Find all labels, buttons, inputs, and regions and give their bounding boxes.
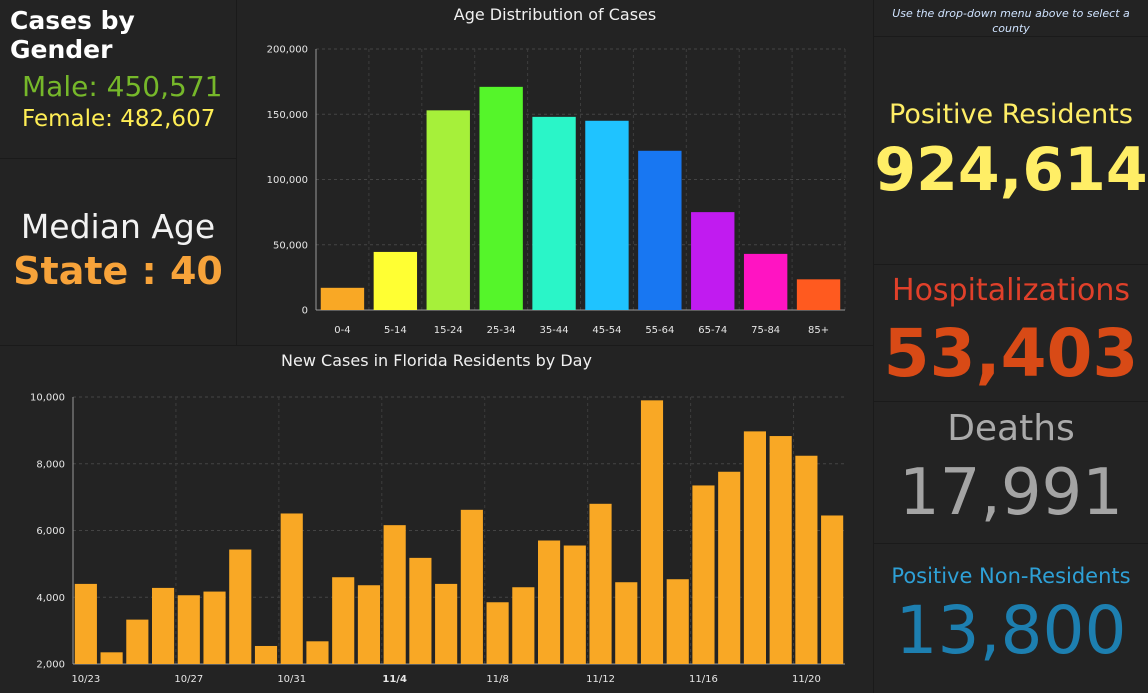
hospitalizations-value: 53,403: [883, 315, 1139, 392]
x-tick-label: 11/12: [586, 674, 615, 685]
bar: [479, 86, 523, 310]
x-tick-label: 35-44: [540, 325, 569, 336]
bar: [563, 545, 586, 664]
bar: [409, 557, 432, 664]
age-chart-title: Age Distribution of Cases: [453, 5, 657, 24]
daily-cases-chart: 2,000 4,000 6,000 8,000 10,000 10/23 10/27 10/3…: [30, 393, 845, 685]
y-tick-label: 200,000: [267, 45, 308, 56]
bar: [435, 583, 458, 664]
bar: [585, 120, 629, 311]
deaths-label: Deaths: [947, 408, 1075, 449]
median-age-title: Median Age: [20, 207, 216, 246]
y-tick-label: 2,000: [36, 660, 65, 671]
x-tick-label: 10/27: [174, 674, 203, 685]
x-tick-label: 11/4: [382, 674, 407, 685]
bar: [589, 503, 612, 664]
x-tick-label: 10/31: [277, 674, 306, 685]
bar: [383, 525, 406, 664]
bar: [691, 212, 735, 310]
deaths-panel: Deaths 17,991: [874, 402, 1148, 543]
y-tick-label: 4,000: [36, 593, 65, 604]
x-tick-label: 10/23: [71, 674, 100, 685]
bar: [743, 253, 788, 310]
bar: [666, 579, 689, 664]
county-hint-text: Use the drop-down menu above to select a…: [892, 7, 1130, 35]
bar: [254, 645, 278, 664]
daily-chart-title: New Cases in Florida Residents by Day: [281, 351, 592, 370]
bar: [152, 587, 175, 664]
x-tick-label: 45-54: [592, 325, 621, 336]
bar: [229, 549, 252, 664]
female-count: Female: 482,607: [22, 106, 216, 132]
x-tick-label: 75-84: [751, 325, 780, 336]
gender-title: Cases by Gender: [10, 6, 135, 64]
x-tick-label: 55-64: [645, 325, 674, 336]
bar: [769, 436, 792, 664]
bar: [460, 509, 483, 664]
positive-residents-label: Positive Residents: [889, 99, 1133, 130]
x-tick-label: 85+: [808, 325, 829, 336]
bar: [821, 515, 844, 664]
x-tick-label: 0-4: [334, 325, 350, 336]
bar: [426, 110, 470, 311]
bar: [796, 279, 841, 310]
y-tick-label: 150,000: [267, 110, 308, 121]
x-tick-label: 11/16: [689, 674, 718, 685]
bar: [332, 577, 355, 664]
bar: [692, 485, 715, 664]
bar: [512, 587, 535, 664]
bar: [126, 619, 149, 664]
bar: [640, 400, 664, 664]
y-tick-label: 10,000: [30, 393, 65, 404]
positive-residents-panel: Positive Residents 924,614: [874, 37, 1148, 264]
bar: [100, 652, 123, 664]
bar: [357, 585, 380, 664]
positive-residents-value: 924,614: [874, 135, 1148, 205]
age-distribution-chart: 0 50,000 100,000 150,000 200,000 0-4 5-14 15-24…: [267, 45, 846, 336]
county-hint-panel: Use the drop-down menu above to select a…: [874, 0, 1148, 36]
bar: [306, 641, 329, 664]
bar: [538, 540, 561, 664]
gender-panel: Cases by Gender Male: 450,571 Female: 48…: [0, 0, 236, 158]
x-tick-label: 65-74: [698, 325, 727, 336]
y-tick-label: 6,000: [36, 526, 65, 537]
y-tick-label: 0: [302, 306, 308, 317]
hospitalizations-panel: Hospitalizations 53,403: [874, 265, 1148, 401]
bar: [638, 150, 682, 310]
male-count: Male: 450,571: [22, 70, 223, 103]
median-age-value: State : 40: [13, 249, 223, 293]
bar: [280, 513, 303, 664]
x-tick-label: 11/20: [792, 674, 821, 685]
bar: [320, 287, 365, 310]
bar: [486, 602, 509, 664]
non-residents-value: 13,800: [895, 592, 1127, 669]
non-residents-panel: Positive Non-Residents 13,800: [874, 544, 1148, 693]
x-tick-label: 5-14: [384, 325, 407, 336]
y-tick-label: 50,000: [273, 240, 308, 251]
x-tick-label: 25-34: [487, 325, 516, 336]
bar: [718, 471, 741, 664]
daily-cases-panel: New Cases in Florida Residents by Day 2,…: [0, 346, 873, 693]
age-distribution-panel: Age Distribution of Cases 0 50,000 100,000…: [237, 0, 873, 345]
bar: [743, 431, 766, 664]
median-age-panel: Median Age State : 40: [0, 159, 236, 345]
bar: [373, 251, 418, 310]
bar: [74, 583, 97, 664]
non-residents-label: Positive Non-Residents: [891, 564, 1131, 588]
x-tick-label: 11/8: [486, 674, 508, 685]
bar: [177, 595, 200, 664]
bar: [203, 591, 226, 664]
bar: [795, 455, 818, 664]
x-tick-label: 15-24: [434, 325, 463, 336]
y-tick-label: 8,000: [36, 459, 65, 470]
hospitalizations-label: Hospitalizations: [892, 273, 1130, 308]
bar: [615, 582, 638, 664]
y-tick-label: 100,000: [267, 175, 308, 186]
deaths-value: 17,991: [899, 456, 1123, 530]
bar: [532, 116, 576, 310]
